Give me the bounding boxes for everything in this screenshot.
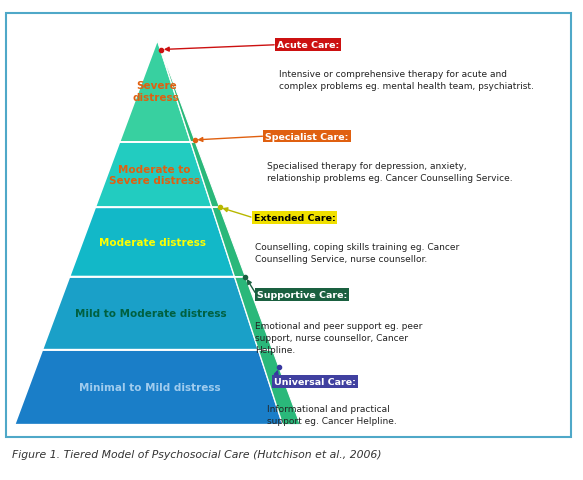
Polygon shape — [212, 208, 245, 277]
Polygon shape — [69, 208, 234, 277]
Text: Minimal to Mild distress: Minimal to Mild distress — [79, 383, 220, 392]
Text: Moderate distress: Moderate distress — [99, 238, 206, 247]
Polygon shape — [191, 143, 220, 208]
Text: Informational and practical
support eg. Cancer Helpline.: Informational and practical support eg. … — [267, 404, 397, 425]
Text: Universal Care:: Universal Care: — [274, 377, 356, 386]
Text: Severe
distress: Severe distress — [133, 81, 180, 102]
Polygon shape — [15, 350, 283, 425]
Text: Moderate to
Severe distress: Moderate to Severe distress — [109, 165, 200, 186]
Text: Counselling, coping skills training eg. Cancer
Counselling Service, nurse counse: Counselling, coping skills training eg. … — [255, 242, 459, 263]
Text: Specialised therapy for depression, anxiety,
relationship problems eg. Cancer Co: Specialised therapy for depression, anxi… — [267, 162, 512, 182]
Polygon shape — [43, 277, 258, 350]
Text: Supportive Care:: Supportive Care: — [257, 291, 347, 300]
Text: Acute Care:: Acute Care: — [277, 41, 339, 50]
Polygon shape — [157, 41, 195, 143]
Text: Extended Care:: Extended Care: — [254, 214, 335, 223]
Text: Mild to Moderate distress: Mild to Moderate distress — [75, 309, 227, 318]
Polygon shape — [95, 143, 212, 208]
Text: Emotional and peer support eg. peer
support, nurse counsellor, Cancer
Helpline.: Emotional and peer support eg. peer supp… — [255, 322, 423, 354]
Polygon shape — [120, 41, 191, 143]
Polygon shape — [234, 277, 272, 350]
Text: Intensive or comprehensive therapy for acute and
complex problems eg. mental hea: Intensive or comprehensive therapy for a… — [279, 70, 533, 90]
Polygon shape — [258, 350, 300, 425]
FancyBboxPatch shape — [6, 14, 571, 437]
Text: Specialist Care:: Specialist Care: — [265, 132, 349, 141]
Text: Figure 1. Tiered Model of Psychosocial Care (Hutchison et al., 2006): Figure 1. Tiered Model of Psychosocial C… — [12, 449, 381, 459]
